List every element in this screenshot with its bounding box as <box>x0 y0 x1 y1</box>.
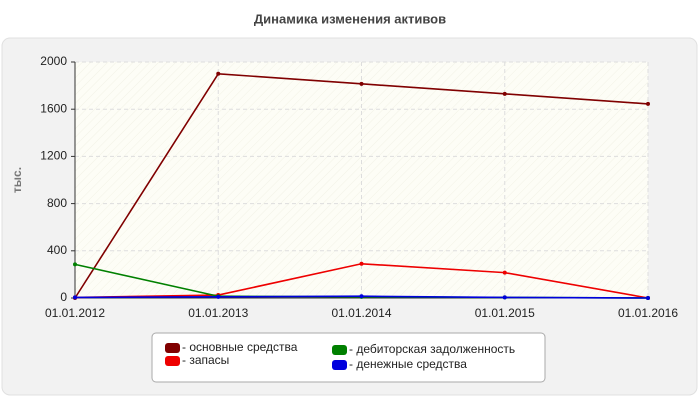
x-tick-label: 01.01.2016 <box>618 306 678 320</box>
y-tick-label: 1600 <box>40 101 67 115</box>
point <box>73 262 77 267</box>
point <box>502 91 507 96</box>
y-tick-label: 2000 <box>40 54 67 68</box>
x-tick-label: 01.01.2013 <box>188 306 248 320</box>
chart-title: Динамика изменения активов <box>254 11 446 26</box>
point <box>646 296 650 300</box>
x-tick-label: 01.01.2014 <box>331 306 391 320</box>
point <box>73 295 77 300</box>
y-tick-label: 800 <box>47 196 67 210</box>
legend-label: - денежные средства <box>349 357 467 371</box>
legend-swatch <box>332 345 347 355</box>
y-tick-label: 400 <box>47 243 67 257</box>
point <box>359 294 364 299</box>
x-tick-label: 01.01.2012 <box>45 306 105 320</box>
legend-swatch <box>165 356 180 366</box>
legend-label: - запасы <box>182 353 229 367</box>
legend-label: - дебиторская задолженность <box>349 342 515 356</box>
point <box>216 71 221 76</box>
point <box>646 101 650 106</box>
y-tick-label: 1200 <box>40 149 67 163</box>
legend-swatch <box>165 343 180 353</box>
legend-label: - основные средства <box>182 340 298 354</box>
point <box>359 261 364 266</box>
point <box>359 81 364 86</box>
x-tick-label: 01.01.2015 <box>475 306 535 320</box>
legend <box>151 332 546 383</box>
legend-swatch <box>332 360 347 370</box>
point <box>502 270 507 275</box>
y-tick-label: 0 <box>60 290 67 304</box>
point <box>502 295 507 300</box>
point <box>216 294 221 299</box>
y-axis-label: тыс. <box>10 167 24 193</box>
